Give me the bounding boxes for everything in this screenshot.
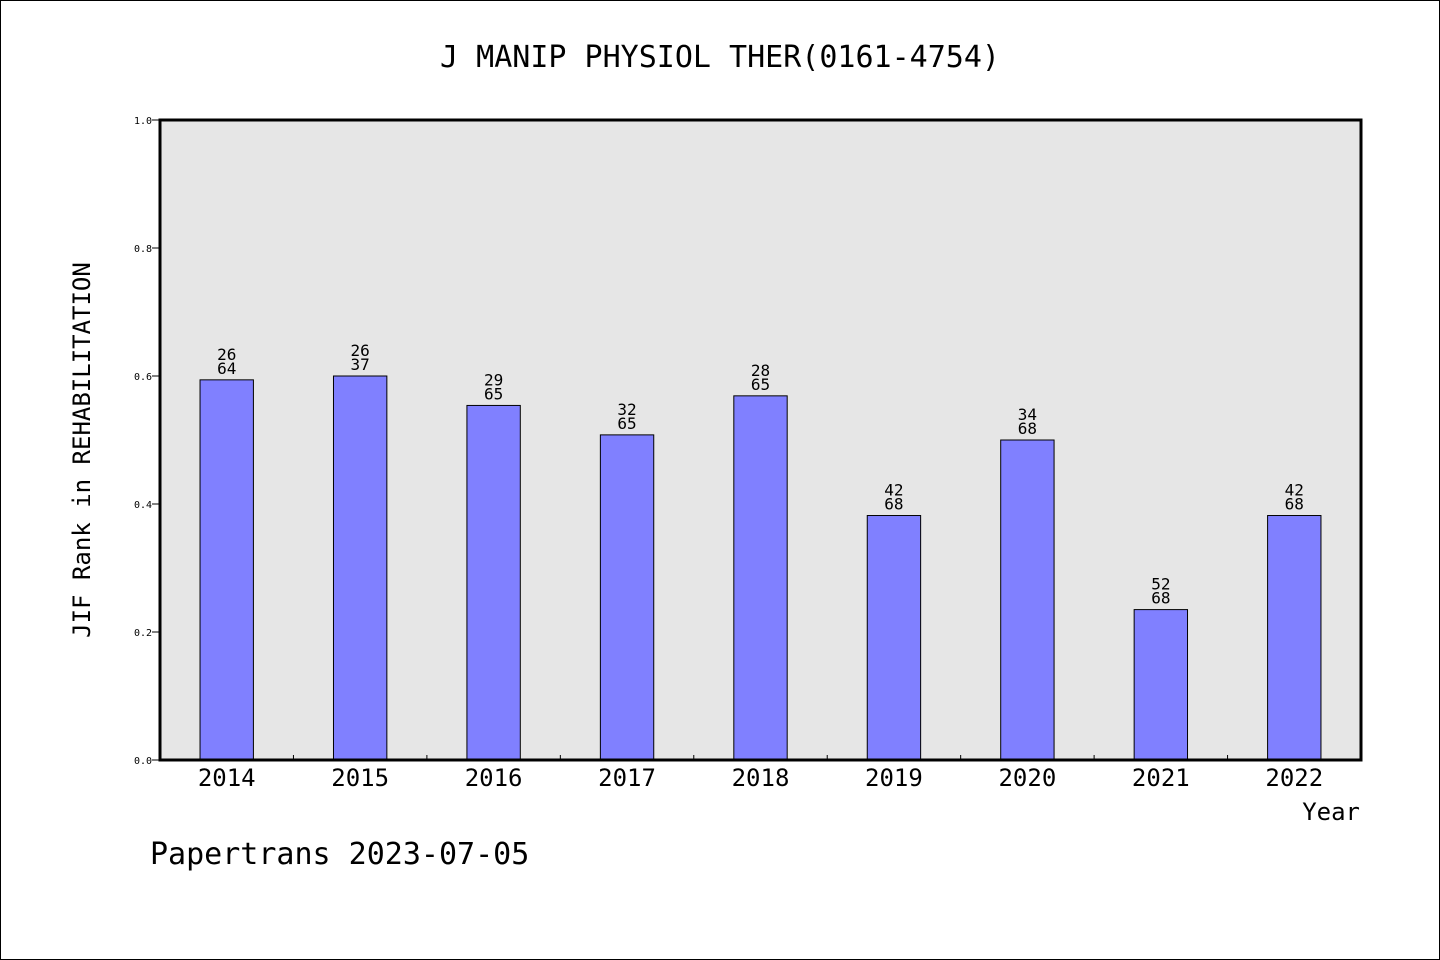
y-tick-label: 0.8 (134, 244, 152, 255)
x-tick-label: 2016 (465, 764, 523, 792)
rank-label: 26 (217, 345, 236, 364)
y-axis-label: JIF Rank in REHABILITATION (68, 262, 96, 638)
y-tick-label: 0.0 (134, 756, 152, 767)
x-tick-label: 2018 (732, 764, 790, 792)
y-tick-label: 0.4 (134, 500, 152, 511)
x-axis-label: Year (1302, 798, 1360, 826)
rank-label: 34 (1018, 405, 1037, 424)
bar-2014 (199, 379, 254, 761)
bar-2020 (1000, 439, 1055, 761)
rank-label: 42 (884, 481, 903, 500)
total-label: 68 (884, 495, 903, 514)
bar-2021 (1133, 609, 1189, 761)
rank-label: 42 (1285, 481, 1304, 500)
total-label: 65 (751, 375, 770, 394)
total-label: 68 (1151, 589, 1170, 608)
rank-label: 28 (751, 361, 770, 380)
y-tick-label: 0.6 (134, 372, 152, 383)
y-tick-label: 1.0 (134, 116, 152, 127)
total-label: 65 (617, 414, 636, 433)
bar-2016 (466, 404, 521, 761)
y-tick-label: 0.2 (134, 628, 152, 639)
x-tick-label: 2019 (865, 764, 923, 792)
total-label: 68 (1018, 419, 1037, 438)
bar-2017 (599, 434, 655, 761)
footer-credit: Papertrans 2023-07-05 (150, 837, 529, 872)
total-label: 68 (1285, 495, 1304, 514)
rank-label: 32 (617, 400, 636, 419)
chart-title: J MANIP PHYSIOL THER(0161-4754) (440, 40, 1000, 75)
total-label: 37 (351, 355, 370, 374)
total-label: 65 (484, 384, 503, 403)
x-tick-label: 2020 (998, 764, 1056, 792)
rank-label: 52 (1151, 575, 1170, 594)
x-tick-label: 2014 (198, 764, 256, 792)
x-tick-label: 2021 (1132, 764, 1190, 792)
bar-2015 (332, 375, 388, 761)
plot-border (158, 118, 1363, 762)
bar-2019 (866, 515, 922, 761)
x-tick-label: 2015 (331, 764, 389, 792)
rank-label: 29 (484, 370, 503, 389)
bar-2018 (733, 395, 788, 761)
x-tick-label: 2022 (1265, 764, 1323, 792)
total-label: 64 (217, 359, 236, 378)
rank-label: 26 (351, 341, 370, 360)
x-tick-label: 2017 (598, 764, 656, 792)
bar-2022 (1267, 515, 1322, 761)
